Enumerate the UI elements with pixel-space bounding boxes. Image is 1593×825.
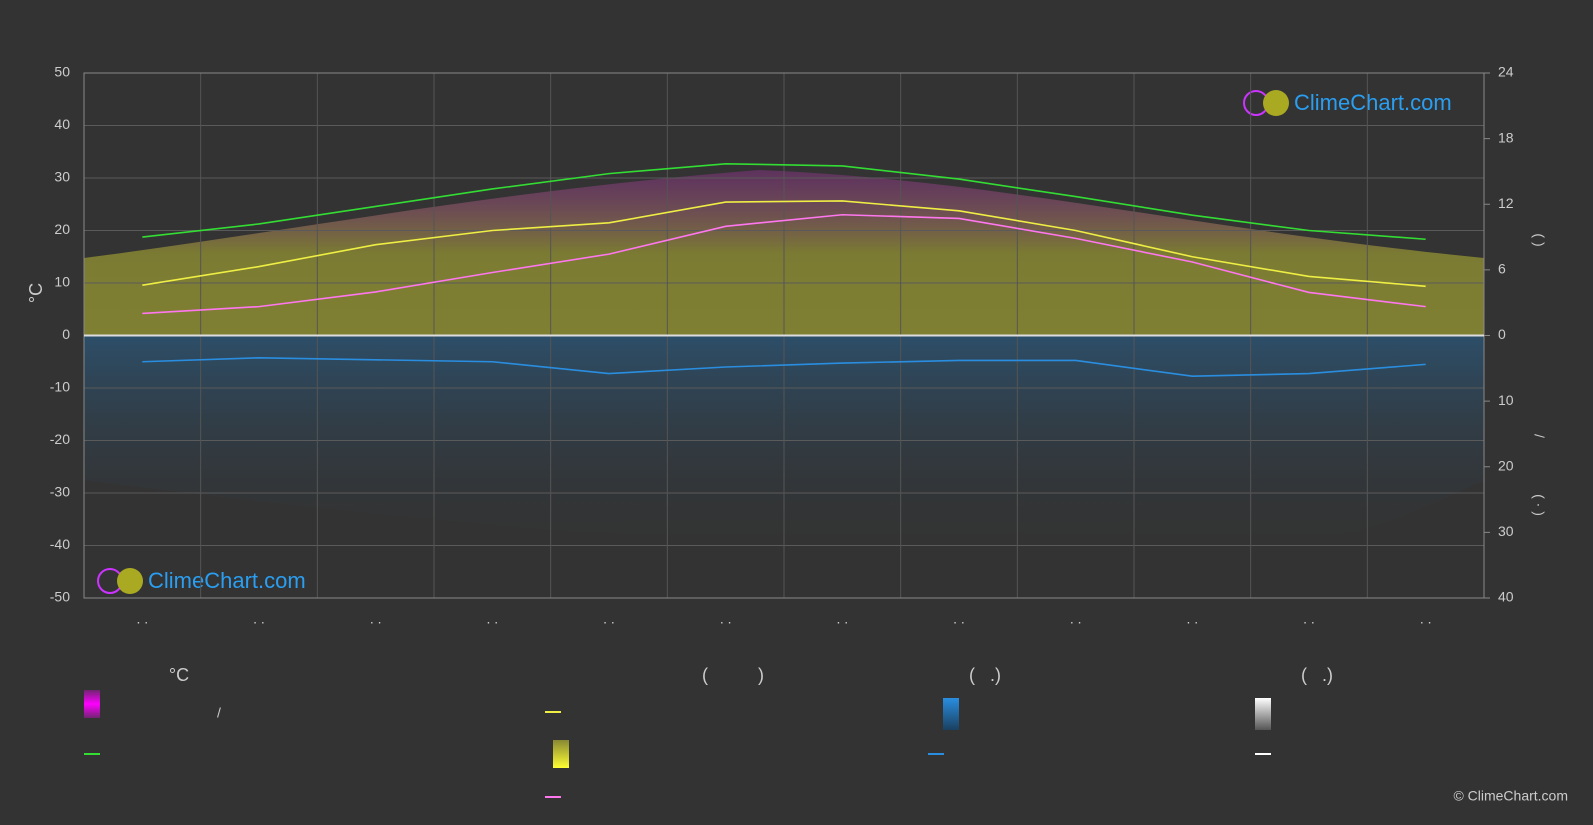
y2-axis-label: ( ) xyxy=(1531,233,1547,246)
y3-tick-label: 40 xyxy=(1498,589,1514,605)
y-tick-label: 0 xyxy=(62,326,70,342)
y-tick-label: 40 xyxy=(54,116,70,132)
y-tick-label: -50 xyxy=(50,589,70,605)
y2-tick-label: 18 xyxy=(1498,129,1514,145)
x-tick-label: . . xyxy=(1070,611,1082,627)
x-tick-label: . . xyxy=(1303,611,1315,627)
x-tick-label: . . xyxy=(370,611,382,627)
x-tick-label: . . xyxy=(953,611,965,627)
series-line xyxy=(142,162,1426,241)
series-line xyxy=(142,357,1426,377)
x-tick-label: . . xyxy=(720,611,732,627)
y2-tick-label: 12 xyxy=(1498,195,1514,211)
y-tick-label: 20 xyxy=(54,221,70,237)
y-tick-label: -20 xyxy=(50,431,70,447)
y-tick-label: 30 xyxy=(54,169,70,185)
y2-axis-label: / xyxy=(1531,434,1547,438)
legend-header: ( ) xyxy=(702,665,764,685)
legend-swatch xyxy=(943,698,959,730)
series-line xyxy=(142,213,1426,315)
y-tick-label: -40 xyxy=(50,536,70,552)
x-tick-label: . . xyxy=(1420,611,1432,627)
x-tick-label: . . xyxy=(136,611,148,627)
watermark: ClimeChart.com xyxy=(148,568,306,593)
y2-tick-label: 0 xyxy=(1498,326,1506,342)
legend-text: / xyxy=(217,705,221,721)
legend-header: ( .) xyxy=(969,665,1001,685)
y2-tick-label: 24 xyxy=(1498,64,1514,80)
y2-tick-label: 6 xyxy=(1498,261,1506,277)
x-tick-label: . . xyxy=(1186,611,1198,627)
copyright: © ClimeChart.com xyxy=(1453,788,1568,804)
y-axis-label: °C xyxy=(26,283,46,303)
y2-axis-label: ( · ) xyxy=(1531,494,1547,516)
logo: ClimeChart.com xyxy=(1243,90,1452,116)
y3-tick-label: 10 xyxy=(1498,392,1514,408)
y-tick-label: 10 xyxy=(54,274,70,290)
y-tick-label: -30 xyxy=(50,484,70,500)
y3-tick-label: 20 xyxy=(1498,457,1514,473)
legend-swatch xyxy=(84,690,100,718)
y-tick-label: 50 xyxy=(54,64,70,80)
x-tick-label: . . xyxy=(253,611,265,627)
x-tick-label: . . xyxy=(603,611,615,627)
legend-header: °C xyxy=(169,665,189,685)
y3-tick-label: 30 xyxy=(1498,523,1514,539)
legend-swatch xyxy=(553,740,569,768)
x-tick-label: . . xyxy=(486,611,498,627)
legend-header: ( .) xyxy=(1301,665,1333,685)
logo: ClimeChart.com xyxy=(97,568,306,594)
legend-swatch xyxy=(1255,698,1271,730)
watermark: ClimeChart.com xyxy=(1294,90,1452,115)
x-tick-label: . . xyxy=(836,611,848,627)
y-tick-label: -10 xyxy=(50,379,70,395)
series-line xyxy=(142,200,1426,288)
